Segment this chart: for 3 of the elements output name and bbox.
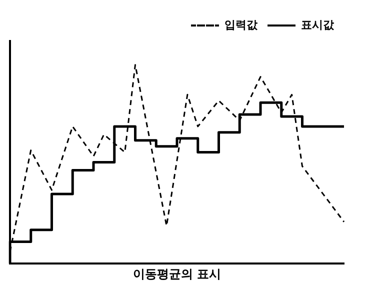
legend-label: 표시값 [301, 18, 335, 32]
legend-label: 입력값 [224, 18, 258, 32]
x-axis-title: 이동평균의 표시 [132, 266, 222, 281]
